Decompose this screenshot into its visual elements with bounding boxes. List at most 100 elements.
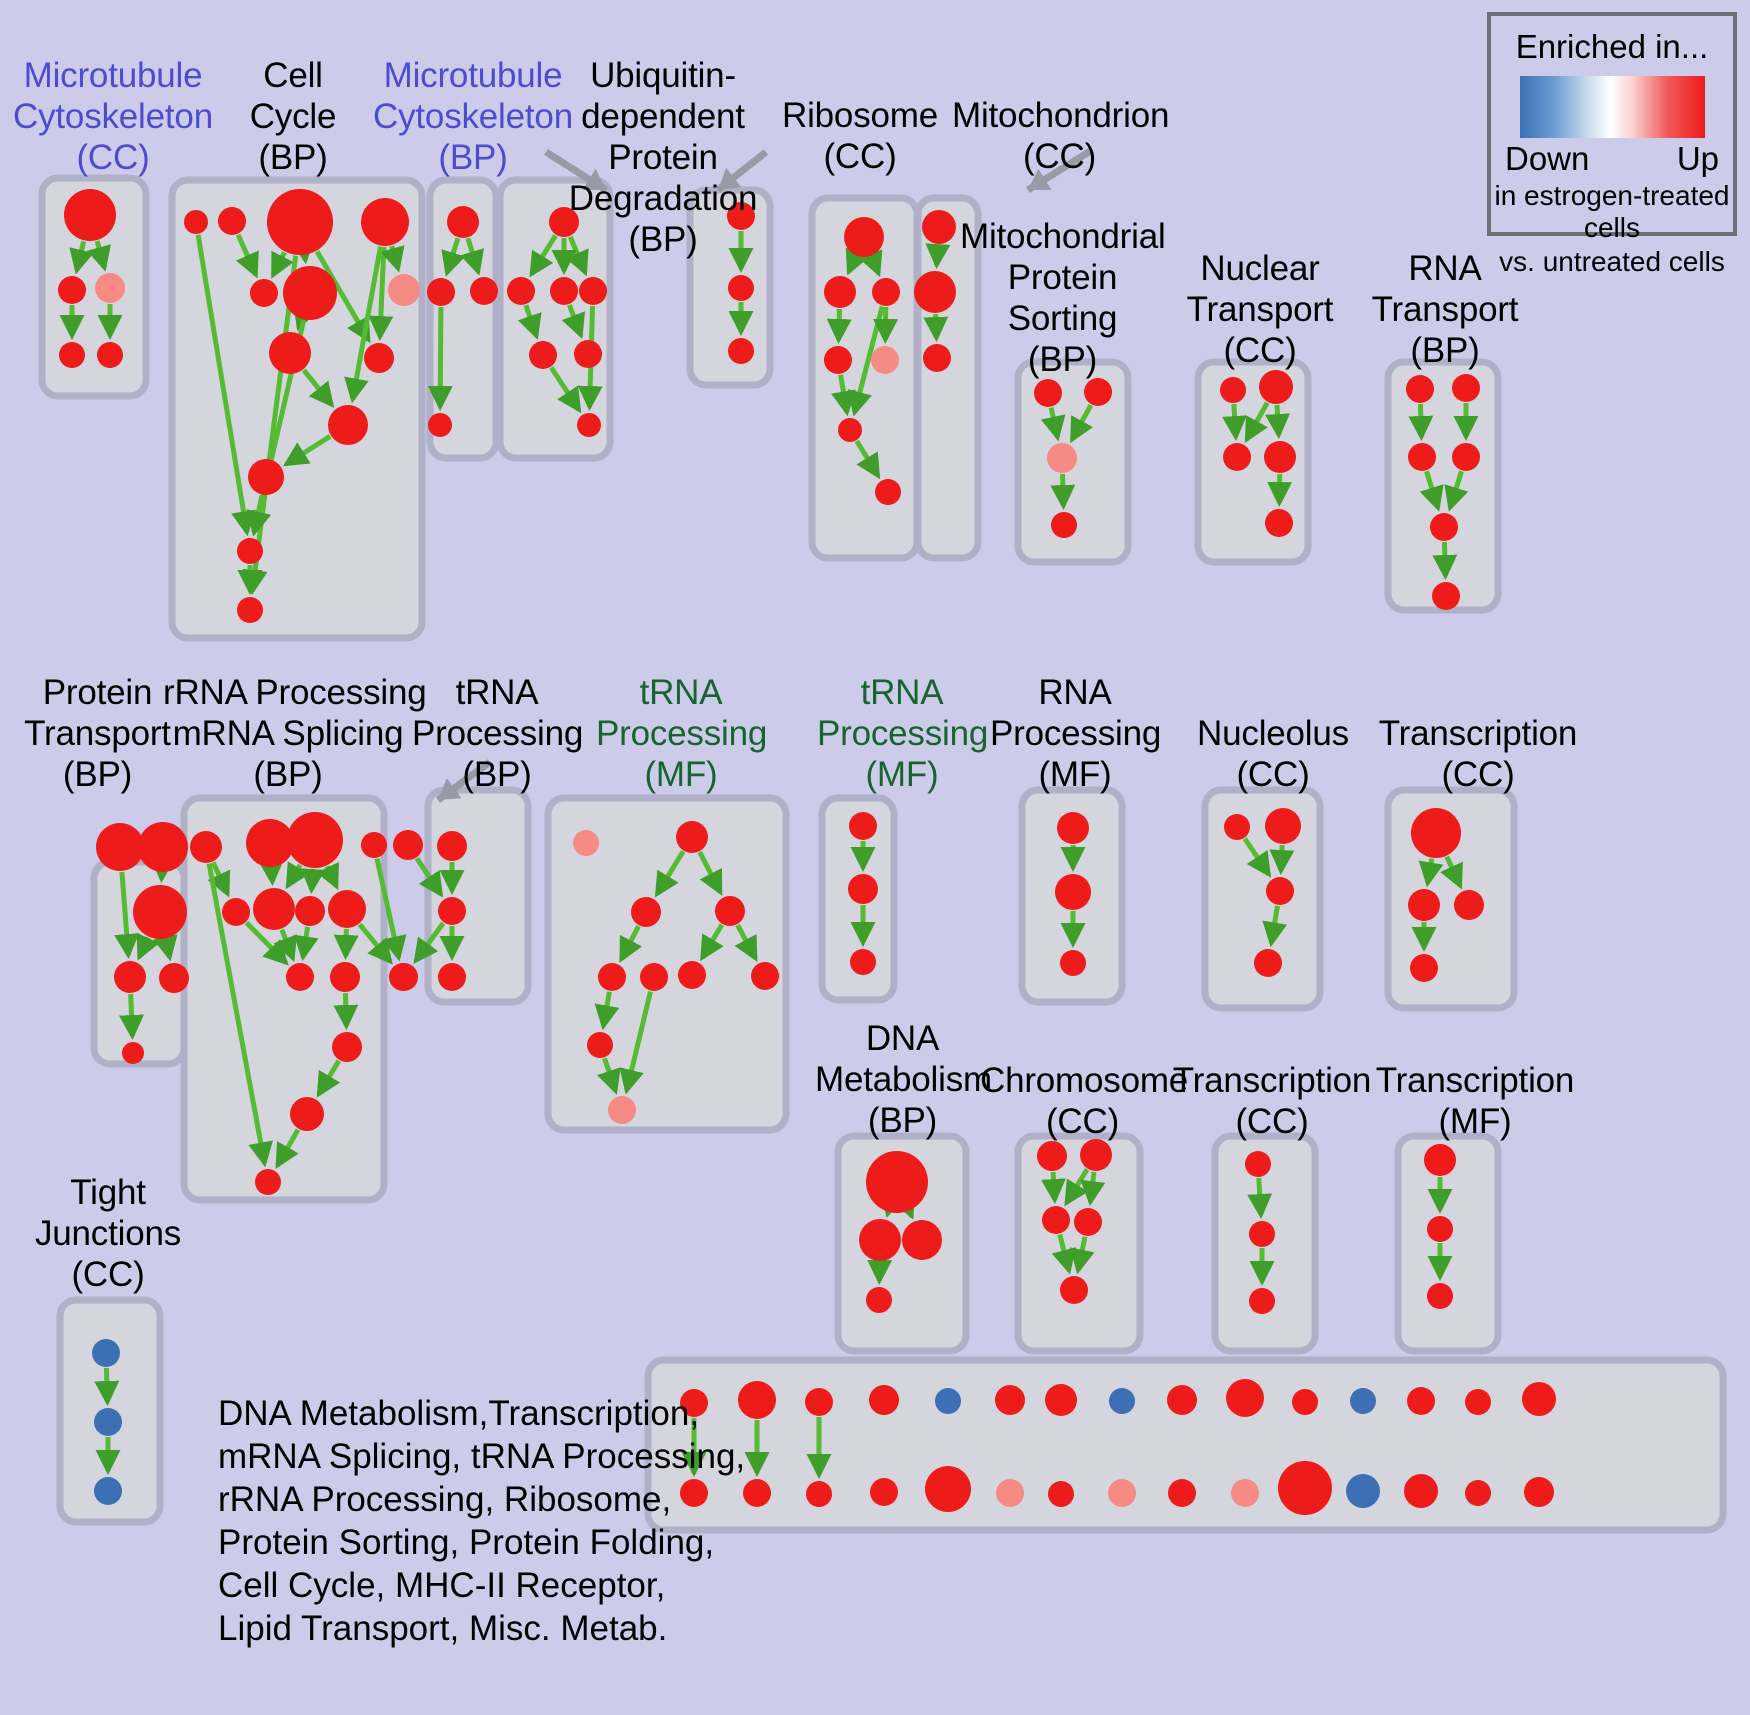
network-node[interactable]: [1048, 1481, 1074, 1507]
network-node[interactable]: [1034, 379, 1062, 407]
network-node[interactable]: [1074, 1208, 1102, 1236]
network-node[interactable]: [577, 413, 601, 437]
network-node[interactable]: [388, 274, 420, 306]
network-node[interactable]: [96, 823, 144, 871]
network-node[interactable]: [1410, 954, 1438, 982]
network-node[interactable]: [866, 1287, 892, 1313]
network-node[interactable]: [678, 961, 706, 989]
network-node[interactable]: [848, 874, 878, 904]
network-node[interactable]: [875, 479, 901, 505]
network-node[interactable]: [1406, 375, 1434, 403]
network-node[interactable]: [361, 198, 409, 246]
network-node[interactable]: [995, 1385, 1025, 1415]
network-node[interactable]: [1060, 1276, 1088, 1304]
network-node[interactable]: [1524, 1477, 1554, 1507]
network-node[interactable]: [364, 343, 394, 373]
network-node[interactable]: [64, 189, 116, 241]
network-node[interactable]: [1350, 1388, 1376, 1414]
network-node[interactable]: [1432, 582, 1460, 610]
network-node[interactable]: [58, 276, 86, 304]
network-node[interactable]: [743, 1479, 771, 1507]
network-node[interactable]: [1404, 1474, 1438, 1508]
network-node[interactable]: [94, 1477, 122, 1505]
network-node[interactable]: [579, 277, 607, 305]
network-node[interactable]: [222, 898, 250, 926]
network-node[interactable]: [246, 819, 294, 867]
network-node[interactable]: [1231, 1479, 1259, 1507]
network-node[interactable]: [253, 888, 295, 930]
network-node[interactable]: [923, 344, 951, 372]
network-node[interactable]: [922, 210, 956, 244]
network-node[interactable]: [587, 1032, 613, 1058]
network-node[interactable]: [1427, 1216, 1453, 1242]
network-node[interactable]: [267, 189, 333, 255]
network-node[interactable]: [390, 963, 418, 991]
network-node[interactable]: [1047, 443, 1077, 473]
network-node[interactable]: [631, 897, 661, 927]
network-node[interactable]: [805, 1388, 833, 1416]
network-node[interactable]: [1264, 441, 1296, 473]
network-node[interactable]: [824, 276, 856, 308]
network-node[interactable]: [925, 1466, 971, 1512]
network-node[interactable]: [1224, 814, 1250, 840]
network-node[interactable]: [727, 202, 755, 230]
network-node[interactable]: [1226, 1379, 1264, 1417]
network-node[interactable]: [138, 822, 188, 872]
network-node[interactable]: [1254, 949, 1282, 977]
network-node[interactable]: [1346, 1474, 1380, 1508]
network-node[interactable]: [1249, 1288, 1275, 1314]
network-node[interactable]: [680, 1389, 708, 1417]
network-node[interactable]: [1045, 1384, 1077, 1416]
network-node[interactable]: [1292, 1389, 1318, 1415]
network-node[interactable]: [438, 963, 466, 991]
network-node[interactable]: [1055, 874, 1091, 910]
network-node[interactable]: [996, 1479, 1024, 1507]
network-node[interactable]: [751, 962, 779, 990]
network-node[interactable]: [1037, 1141, 1067, 1171]
network-node[interactable]: [870, 1478, 898, 1506]
network-node[interactable]: [437, 831, 467, 861]
network-node[interactable]: [95, 273, 125, 303]
network-node[interactable]: [1223, 443, 1251, 471]
network-node[interactable]: [1430, 513, 1458, 541]
network-node[interactable]: [1427, 1283, 1453, 1309]
network-node[interactable]: [428, 413, 452, 437]
network-node[interactable]: [872, 278, 900, 306]
network-node[interactable]: [838, 418, 862, 442]
network-node[interactable]: [529, 341, 557, 369]
network-node[interactable]: [680, 1479, 708, 1507]
network-node[interactable]: [1057, 812, 1089, 844]
network-node[interactable]: [447, 206, 479, 238]
network-node[interactable]: [598, 963, 626, 991]
network-node[interactable]: [332, 1032, 362, 1062]
network-node[interactable]: [1408, 889, 1440, 921]
network-node[interactable]: [1109, 1388, 1135, 1414]
network-node[interactable]: [1245, 1151, 1271, 1177]
network-node[interactable]: [640, 963, 668, 991]
network-node[interactable]: [1042, 1206, 1070, 1234]
network-node[interactable]: [1408, 443, 1436, 471]
network-node[interactable]: [328, 890, 366, 928]
network-node[interactable]: [1108, 1479, 1136, 1507]
network-node[interactable]: [866, 1151, 928, 1213]
network-node[interactable]: [849, 812, 877, 840]
network-node[interactable]: [1266, 877, 1294, 905]
network-node[interactable]: [1265, 509, 1293, 537]
network-node[interactable]: [1278, 1461, 1332, 1515]
network-node[interactable]: [287, 812, 343, 868]
network-node[interactable]: [935, 1388, 961, 1414]
network-node[interactable]: [237, 538, 263, 564]
network-node[interactable]: [92, 1339, 120, 1367]
network-node[interactable]: [427, 278, 455, 306]
network-node[interactable]: [859, 1219, 901, 1261]
network-node[interactable]: [286, 963, 314, 991]
network-node[interactable]: [738, 1381, 776, 1419]
network-node[interactable]: [248, 459, 284, 495]
network-node[interactable]: [330, 962, 360, 992]
network-node[interactable]: [250, 279, 278, 307]
network-node[interactable]: [94, 1408, 122, 1436]
network-node[interactable]: [1259, 370, 1293, 404]
network-node[interactable]: [133, 885, 187, 939]
network-node[interactable]: [159, 963, 189, 993]
network-node[interactable]: [1080, 1139, 1112, 1171]
